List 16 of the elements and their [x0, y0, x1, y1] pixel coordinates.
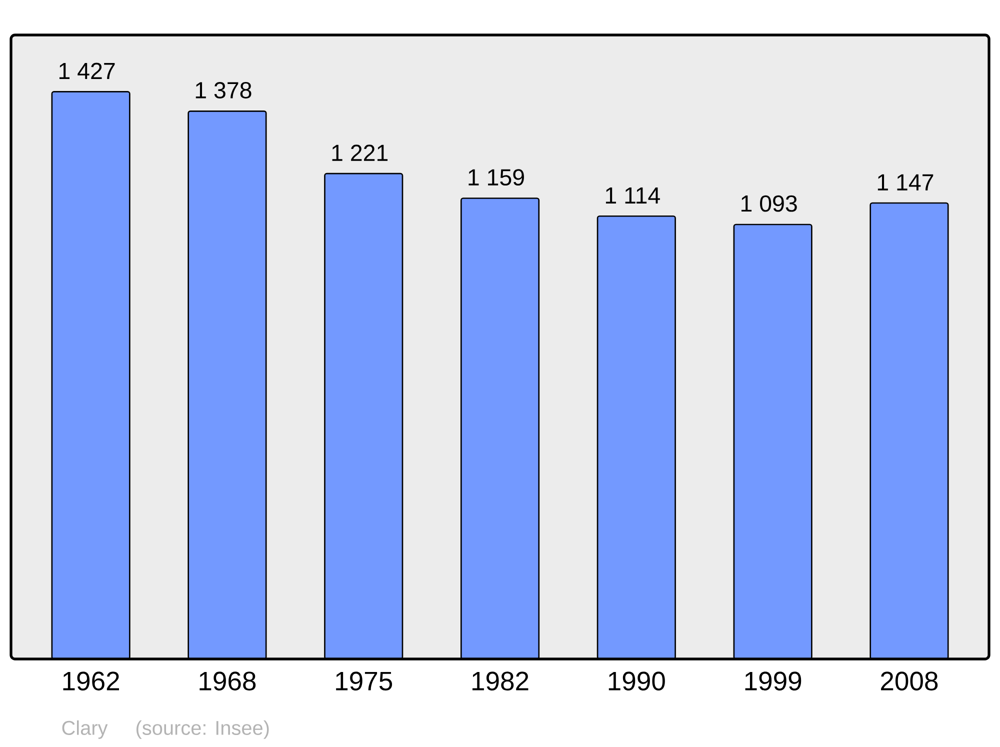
data-label: 1 147 — [878, 174, 934, 190]
data-label: 1 427 — [59, 62, 115, 80]
x-tick-label: 1975 — [336, 672, 392, 690]
data-label: 1 159 — [468, 169, 524, 186]
text: (source: Insee) — [136, 720, 269, 739]
data-label: 1 093 — [742, 195, 797, 212]
x-tick-label: 1962 — [63, 672, 120, 690]
text: Clary — [62, 720, 108, 739]
x-tick-label: 1968 — [200, 672, 256, 690]
x-tick-label: 1990 — [608, 672, 665, 690]
data-label: 1 378 — [196, 82, 252, 98]
x-tick-label: 2008 — [881, 672, 938, 690]
data-label: 1 221 — [332, 144, 388, 161]
data-label: 1 114 — [606, 187, 660, 204]
x-tick-label: 1999 — [745, 672, 802, 690]
x-tick-label: 1982 — [472, 672, 528, 690]
